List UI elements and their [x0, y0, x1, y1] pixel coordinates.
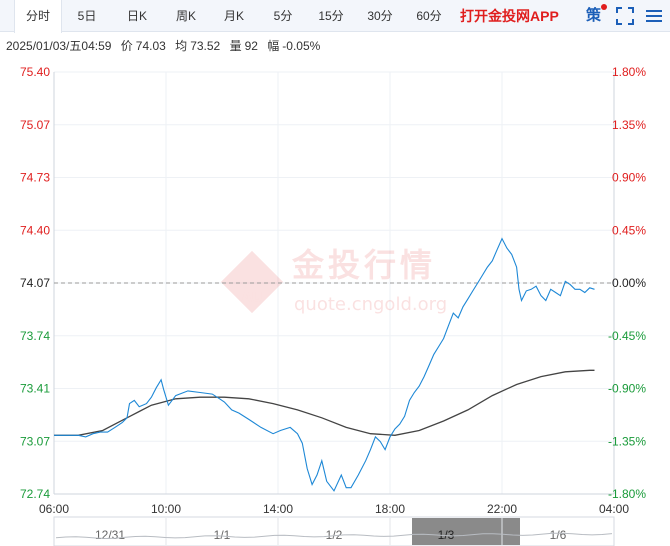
y-tick-label-percent: -1.80%: [608, 487, 646, 501]
price-line: [54, 237, 595, 492]
y-tick-label-percent: -0.45%: [608, 329, 646, 343]
watermark-logo-icon: [220, 250, 284, 314]
tab-daily-k[interactable]: 日K: [126, 9, 147, 23]
navigator-date-label: 1/2: [326, 528, 343, 542]
y-tick-label-percent: 1.35%: [612, 118, 646, 132]
x-tick-label: 14:00: [263, 502, 293, 516]
time-navigator[interactable]: 12/31 1/1 1/2 1/3 1/6: [53, 516, 615, 546]
x-tick-label: 06:00: [39, 502, 69, 516]
tab-monthly-k[interactable]: 月K: [223, 9, 244, 23]
navigator-trace: [55, 532, 613, 540]
x-tick-label: 18:00: [375, 502, 405, 516]
tab-60-min[interactable]: 60分: [416, 9, 442, 23]
price-label: 价: [120, 39, 133, 53]
y-tick-label-price: 73.41: [20, 382, 50, 396]
y-tick-label-price: 73.74: [20, 329, 50, 343]
tab-15-min[interactable]: 15分: [318, 9, 344, 23]
open-app-link[interactable]: 打开金投网APP: [460, 8, 559, 24]
y-tick-label-price: 75.40: [20, 65, 50, 79]
y-tick-label-percent: -1.35%: [608, 434, 646, 448]
watermark-url: quote.cngold.org: [294, 294, 447, 315]
y-axis-left: 75.40 75.07 74.73 74.40 74.07 73.74 73.41 73.07…: [20, 65, 50, 501]
y-tick-label-price: 74.07: [20, 276, 50, 290]
volume-label: 量: [229, 39, 242, 53]
x-tick-label: 22:00: [487, 502, 517, 516]
tab-intraday[interactable]: 分时: [14, 0, 62, 33]
tab-5-min[interactable]: 5分: [273, 9, 293, 23]
navigator-date-label: 1/3: [438, 528, 455, 542]
intraday-chart[interactable]: AU 金投行情 quote.cngold.org 75.40 75.07 74.73…: [0, 58, 670, 546]
y-tick-label-percent: 0.90%: [612, 171, 646, 185]
change-value: -0.05%: [282, 39, 321, 53]
strategy-button[interactable]: 策: [586, 7, 602, 24]
x-axis: 06:00 10:00 14:00 18:00 22:00 04:00: [39, 502, 629, 516]
x-tick-label: 04:00: [599, 502, 629, 516]
tab-30-min[interactable]: 30分: [367, 9, 393, 23]
period-toolbar: 分时 5日 日K 周K 月K 5分 15分 30分 60分 打开金投网APP 策: [0, 0, 670, 33]
y-axis-right: 1.80% 1.35% 0.90% 0.45% 0.00% -0.45% -0.90% -1.…: [608, 65, 646, 501]
avg-label: 均: [175, 39, 188, 53]
y-tick-label-price: 74.73: [20, 171, 50, 185]
average-price-line: [54, 369, 595, 436]
navigator-date-label: 12/31: [95, 528, 125, 542]
watermark: AU 金投行情 quote.cngold.org: [220, 246, 447, 315]
y-tick-label-price: 74.40: [20, 223, 50, 237]
watermark-logo-text: AU: [241, 290, 263, 306]
y-tick-label-percent: 1.80%: [612, 65, 646, 79]
navigator-selection[interactable]: [412, 518, 520, 545]
tab-5-day[interactable]: 5日: [77, 9, 97, 23]
hamburger-icon[interactable]: [644, 7, 664, 25]
notification-dot: [601, 4, 607, 10]
y-tick-label-percent: 0.00%: [612, 276, 646, 290]
tab-weekly-k[interactable]: 周K: [175, 9, 196, 23]
y-tick-label-percent: 0.45%: [612, 223, 646, 237]
navigator-date-label: 1/6: [550, 528, 567, 542]
navigator-date-label: 1/1: [214, 528, 231, 542]
fullscreen-icon[interactable]: [616, 7, 634, 25]
y-tick-label-price: 73.07: [20, 434, 50, 448]
change-label: 幅: [267, 39, 280, 53]
y-tick-label-percent: -0.90%: [608, 382, 646, 396]
avg-value: 73.52: [190, 39, 221, 53]
watermark-brand: 金投行情: [291, 246, 436, 284]
quote-info-bar: 2025/01/03/五04:59 价 74.03 均 73.52 量 92 幅 -0.…: [6, 36, 326, 56]
x-tick-label: 10:00: [151, 502, 181, 516]
y-tick-label-price: 72.74: [20, 487, 50, 501]
volume-value: 92: [244, 39, 258, 53]
y-tick-label-price: 75.07: [20, 118, 50, 132]
navigator-frame: [53, 516, 615, 546]
quote-datetime: 2025/01/03/五04:59: [6, 39, 112, 53]
price-value: 74.03: [135, 39, 166, 53]
